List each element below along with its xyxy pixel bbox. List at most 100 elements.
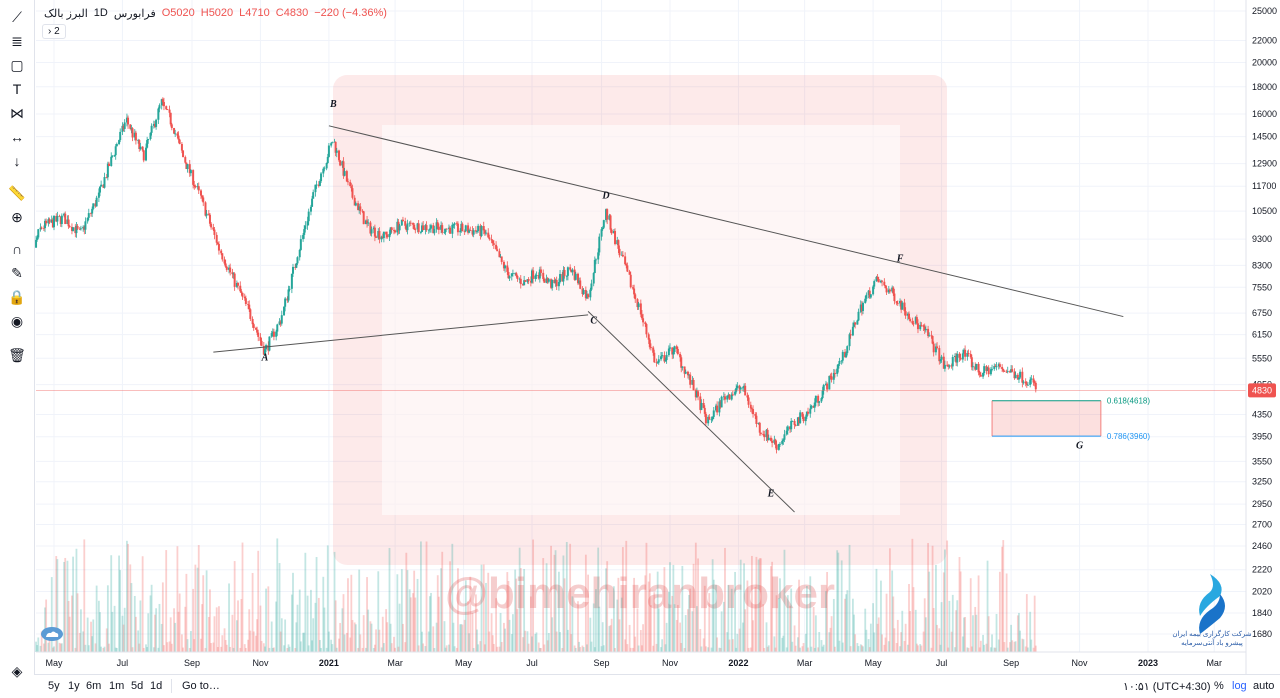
volume-bar [460, 624, 463, 652]
candle-body [268, 336, 271, 351]
volume-bar [472, 647, 475, 652]
layers-icon[interactable]: ◈ [11, 662, 23, 679]
volume-bar [83, 539, 86, 652]
eye-icon[interactable]: ◉ [10, 312, 24, 329]
volume-bar [710, 647, 713, 652]
candle-body [775, 444, 778, 450]
candle-body [810, 405, 813, 409]
volume-bar [914, 609, 917, 652]
measure-icon[interactable]: ↔ [10, 129, 24, 145]
ruler-icon[interactable]: 📏 [8, 184, 26, 201]
arrow-down-icon[interactable]: ↓ [13, 153, 21, 169]
volume-bar [129, 564, 132, 652]
candle-body [484, 232, 487, 234]
magnet-icon[interactable]: ∩ [11, 241, 23, 257]
auto-toggle[interactable]: auto [1253, 680, 1275, 692]
volume-bar [809, 576, 812, 652]
text-icon[interactable]: T [12, 81, 22, 97]
candle-body [563, 269, 566, 276]
volume-bar [145, 644, 147, 652]
volume-bar [361, 647, 364, 652]
candle-body [524, 280, 527, 282]
candle-body [515, 273, 518, 276]
volume-bar [865, 629, 868, 652]
candle-body [331, 142, 334, 144]
candle-body [364, 220, 367, 225]
lock-drawings-icon[interactable]: ✎ [11, 264, 23, 281]
candle-body [865, 294, 868, 299]
price-tick-label: 4350 [1252, 409, 1272, 419]
range-6m[interactable]: 6m [86, 680, 102, 692]
volume-bar [286, 647, 289, 652]
time-axis[interactable]: May Jul Sep Nov 2021 Mar May Jul Sep Nov 2022 Mar Ma… [36, 651, 1246, 668]
candle-body [566, 267, 569, 276]
lock-icon[interactable]: 🔒 [8, 288, 26, 305]
log-toggle[interactable]: log [1232, 680, 1247, 692]
volume-bar [822, 644, 825, 652]
candle-body [631, 287, 634, 289]
candle-body [801, 412, 804, 417]
symbol-name[interactable]: البرز بالک [44, 8, 88, 20]
goto-button[interactable]: Go to… [182, 680, 220, 692]
range-1y[interactable]: 1y [68, 680, 80, 692]
interval[interactable]: 1D [93, 7, 108, 19]
volume-bar [194, 564, 197, 652]
price-axis[interactable]: 25000 22000 20000 18000 16000 14500 12900 11700… [1245, 0, 1280, 674]
volume-bar [542, 558, 545, 652]
volume-bar [657, 608, 660, 652]
range-1d[interactable]: 1d [150, 680, 163, 692]
volume-bar [963, 617, 965, 652]
candle-body [799, 412, 802, 423]
candle-body [618, 248, 621, 256]
candle-body [964, 349, 967, 357]
candle-body [482, 226, 485, 231]
volume-bar [330, 639, 333, 652]
candle-body [516, 275, 519, 279]
trendlines[interactable] [36, 125, 1246, 513]
trash-icon[interactable]: 🗑 [8, 346, 26, 363]
candle-body [432, 225, 435, 234]
candle-body [987, 367, 990, 375]
volume-bar [688, 594, 690, 652]
candle-body [605, 209, 608, 221]
volume-bar [495, 598, 497, 652]
indicators-toggle[interactable]: › 2 [42, 24, 66, 39]
volume-bar [868, 647, 871, 652]
candle-body [382, 231, 385, 239]
range-5y[interactable]: 5y [48, 680, 60, 692]
candle-body [113, 155, 116, 156]
zoom-icon[interactable]: ⊕ [11, 208, 23, 225]
volume-bar [268, 647, 271, 652]
fib-retracement-icon[interactable]: ≣ [11, 32, 23, 49]
rectangle-icon[interactable]: ▢ [10, 56, 24, 73]
percent-toggle[interactable]: % [1214, 680, 1224, 692]
volume-bar [126, 540, 128, 652]
trend-line-icon[interactable]: ⟋ [12, 8, 22, 25]
candle-body [587, 294, 590, 298]
volume-bar [452, 622, 455, 652]
volume-bar [1022, 639, 1025, 652]
volume-bar [923, 598, 926, 652]
candle-body [900, 301, 903, 310]
candle-body [106, 163, 109, 178]
candle-body [861, 302, 864, 311]
candle-body [904, 311, 907, 316]
clock[interactable]: ۱۰:۵۱ (UTC+4:30) [1123, 681, 1211, 693]
candle-body [160, 99, 163, 106]
volume-bar [503, 622, 505, 652]
volume-bar [267, 586, 270, 652]
range-5d[interactable]: 5d [131, 680, 144, 692]
range-1m[interactable]: 1m [109, 680, 125, 692]
candle-body [711, 416, 714, 420]
pattern-icon[interactable]: ⋈ [10, 104, 24, 121]
fib-zone[interactable]: 0.618(4618) 0.786(3960) [991, 397, 1150, 441]
candle-body [624, 256, 627, 265]
candle-body [314, 184, 317, 193]
bottom-bar: 5y 1y 6m 1m 5d 1d Go to… ۱۰:۵۱ (UTC+4:30… [34, 674, 1280, 698]
candle-body [443, 232, 446, 233]
candle-body [184, 157, 187, 163]
volume-bar [727, 585, 730, 652]
candle-body [829, 375, 832, 377]
volume-bar [625, 540, 628, 652]
